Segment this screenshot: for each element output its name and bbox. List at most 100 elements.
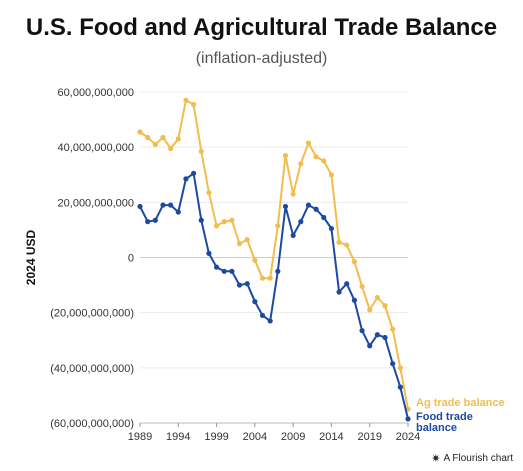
data-point[interactable] <box>259 275 266 281</box>
data-point[interactable] <box>305 202 312 208</box>
data-point[interactable] <box>282 152 289 159</box>
y-tick-label: 60,000,000,000 <box>58 87 134 99</box>
data-point[interactable] <box>198 217 204 223</box>
data-point[interactable] <box>275 223 281 229</box>
data-point[interactable] <box>160 134 166 141</box>
y-tick-label: (60,000,000,000) <box>50 418 134 430</box>
x-tick-label: 2024 <box>396 431 420 443</box>
data-point[interactable] <box>168 145 174 152</box>
ag-trade-balance-label: Ag trade balance <box>416 397 505 409</box>
data-point[interactable] <box>290 191 296 197</box>
data-point[interactable] <box>221 268 227 274</box>
series-labels: Ag trade balance Food trade balance <box>416 397 505 434</box>
x-tick-label: 1989 <box>128 431 152 443</box>
data-point[interactable] <box>313 206 319 212</box>
y-tick-label: (20,000,000,000) <box>50 308 134 320</box>
data-point[interactable] <box>236 241 243 247</box>
data-point[interactable] <box>137 129 143 135</box>
x-tick-label: 2009 <box>281 431 305 443</box>
data-point[interactable] <box>221 219 227 225</box>
ag-trade-balance-line <box>139 99 409 410</box>
data-point[interactable] <box>229 217 235 223</box>
flourish-credit[interactable]: ✷ A Flourish chart <box>431 452 513 465</box>
data-point[interactable] <box>382 334 388 341</box>
data-point[interactable] <box>351 297 357 303</box>
data-point[interactable] <box>137 203 143 210</box>
data-point[interactable] <box>252 299 258 305</box>
y-tick-label: 20,000,000,000 <box>58 197 134 209</box>
data-point[interactable] <box>390 361 396 367</box>
data-point[interactable] <box>359 327 365 334</box>
data-point[interactable] <box>206 250 212 256</box>
data-point[interactable] <box>328 172 335 178</box>
data-point[interactable] <box>244 281 250 287</box>
data-point[interactable] <box>191 101 197 108</box>
x-tick-label: 2019 <box>357 431 381 443</box>
data-point[interactable] <box>175 136 181 142</box>
chart-title: U.S. Food and Agricultural Trade Balance <box>25 14 498 41</box>
data-point[interactable] <box>367 343 373 349</box>
data-point[interactable] <box>152 141 158 148</box>
data-point[interactable] <box>267 318 273 324</box>
data-point[interactable] <box>374 294 380 301</box>
y-tick-label: (40,000,000,000) <box>50 363 134 375</box>
data-point[interactable] <box>367 307 373 313</box>
data-point[interactable] <box>397 384 403 390</box>
data-point[interactable] <box>152 217 158 223</box>
flourish-star-icon: ✷ <box>431 453 441 465</box>
data-point[interactable] <box>198 148 204 154</box>
data-point[interactable] <box>305 140 312 146</box>
flourish-credit-text: A Flourish chart <box>443 453 513 464</box>
data-point[interactable] <box>328 225 335 232</box>
data-point[interactable] <box>282 203 289 210</box>
data-point[interactable] <box>390 326 396 332</box>
food-trade-balance-label: Food trade balance <box>416 411 473 434</box>
data-point[interactable] <box>229 268 235 274</box>
data-point[interactable] <box>206 190 212 196</box>
data-point[interactable] <box>183 176 189 182</box>
data-point[interactable] <box>313 154 319 160</box>
x-tick-label: 1999 <box>204 431 228 443</box>
data-point[interactable] <box>213 223 220 229</box>
data-point[interactable] <box>321 214 327 221</box>
y-axis-title: 2024 USD <box>24 229 38 285</box>
data-point[interactable] <box>321 158 327 164</box>
data-point[interactable] <box>145 219 151 225</box>
series <box>137 97 411 422</box>
data-point[interactable] <box>374 332 380 338</box>
data-point[interactable] <box>298 219 304 225</box>
data-point[interactable] <box>405 416 411 422</box>
data-point[interactable] <box>168 202 174 208</box>
data-point[interactable] <box>344 242 350 248</box>
data-point[interactable] <box>145 134 151 141</box>
data-point[interactable] <box>397 365 403 371</box>
data-point[interactable] <box>236 282 243 288</box>
food-trade-balance-line <box>139 172 409 420</box>
data-point[interactable] <box>160 202 166 208</box>
axes: 60,000,000,000 40,000,000,000 20,000,000,0… <box>24 87 420 443</box>
chart-subtitle: (inflation-adjusted) <box>195 50 328 67</box>
data-point[interactable] <box>382 303 388 309</box>
data-point[interactable] <box>336 239 342 245</box>
data-point[interactable] <box>275 268 281 274</box>
data-point[interactable] <box>259 312 266 319</box>
data-point[interactable] <box>191 170 197 176</box>
data-point[interactable] <box>351 259 357 265</box>
data-point[interactable] <box>290 232 296 239</box>
y-tick-label: 0 <box>128 253 134 265</box>
x-tick-label: 1994 <box>166 431 190 443</box>
data-point[interactable] <box>267 275 273 281</box>
data-point[interactable] <box>183 97 189 103</box>
data-point[interactable] <box>344 281 350 287</box>
data-point[interactable] <box>298 161 304 167</box>
data-point[interactable] <box>252 257 258 263</box>
y-tick-label: 40,000,000,000 <box>58 142 134 154</box>
data-point[interactable] <box>244 236 250 243</box>
x-tick-label: 2014 <box>319 431 343 443</box>
data-point[interactable] <box>213 264 220 270</box>
data-point[interactable] <box>359 283 365 290</box>
data-point[interactable] <box>175 209 181 215</box>
x-tick-label: 2004 <box>243 431 267 443</box>
data-point[interactable] <box>336 289 342 295</box>
